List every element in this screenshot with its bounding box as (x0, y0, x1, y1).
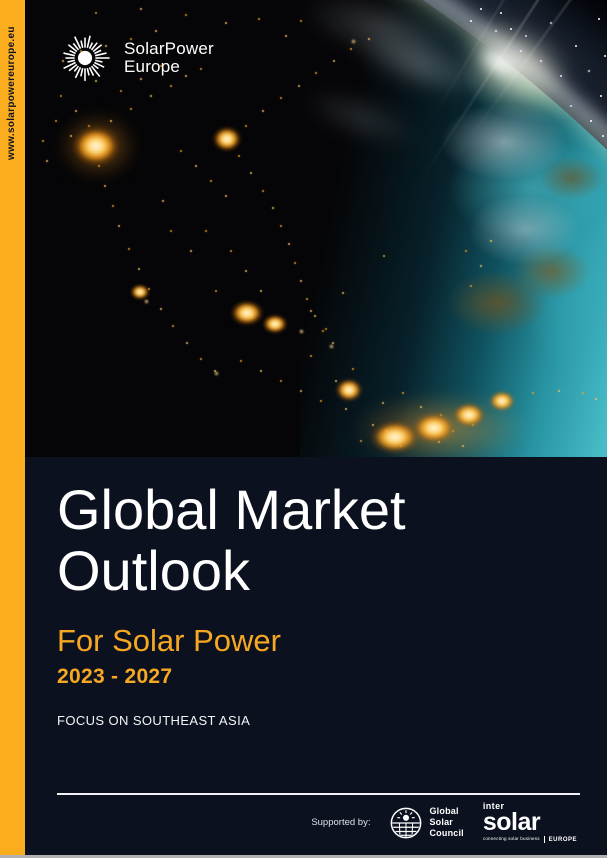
intersolar-logo: inter solar connecting solar business EU… (483, 802, 577, 843)
focus-line: FOCUS ON SOUTHEAST ASIA (57, 713, 251, 728)
report-title: Global Market Outlook (57, 479, 406, 601)
supporters-row: Supported by: (311, 802, 577, 843)
global-solar-council-wordmark: Global Solar Council (429, 806, 463, 839)
earth-from-space-photo (0, 0, 607, 457)
supported-by-label: Supported by: (311, 817, 371, 828)
intersolar-tagline-row: connecting solar business EUROPE (483, 836, 577, 843)
website-url-vertical: www.solarpowereurope.eu (6, 26, 17, 160)
gsc-line3: Council (429, 828, 464, 838)
city-glow (452, 402, 486, 428)
city-glow (72, 126, 120, 166)
publisher-logo: SolarPower Europe (60, 32, 214, 84)
gsc-line2: Solar (429, 817, 453, 827)
intersolar-wordmark: solar (482, 808, 541, 836)
city-glow (230, 300, 264, 326)
publisher-name: SolarPower Europe (124, 40, 214, 76)
solarpower-sunburst-icon (63, 35, 110, 81)
global-solar-council-logo: Global Solar Council (389, 806, 464, 840)
city-glow (212, 126, 242, 152)
intersolar-prefix: inter (482, 801, 505, 811)
global-solar-council-globe-icon (391, 807, 422, 838)
report-title-line1: Global Market (57, 478, 406, 541)
city-glow (370, 420, 420, 454)
intersolar-region: EUROPE (548, 836, 577, 843)
orange-side-strip: www.solarpowereurope.eu (0, 0, 25, 858)
city-glow (412, 412, 456, 444)
edition-years: 2023 - 2027 (57, 665, 173, 688)
city-glow (262, 314, 288, 334)
city-glow (130, 284, 150, 300)
title-block: Global Market Outlook For Solar Power 20… (57, 479, 406, 728)
gsc-line1: Global (429, 806, 459, 816)
publisher-name-line1: SolarPower (124, 39, 214, 58)
report-subtitle: For Solar Power (57, 623, 281, 658)
city-glow (335, 378, 363, 402)
report-title-line2: Outlook (57, 539, 250, 602)
footer-divider-line (57, 793, 580, 795)
intersolar-divider (543, 836, 545, 843)
page-bottom-edge (0, 855, 607, 858)
intersolar-tagline: connecting solar business (482, 836, 540, 842)
publisher-name-line2: Europe (124, 57, 181, 76)
city-glow (488, 390, 516, 412)
